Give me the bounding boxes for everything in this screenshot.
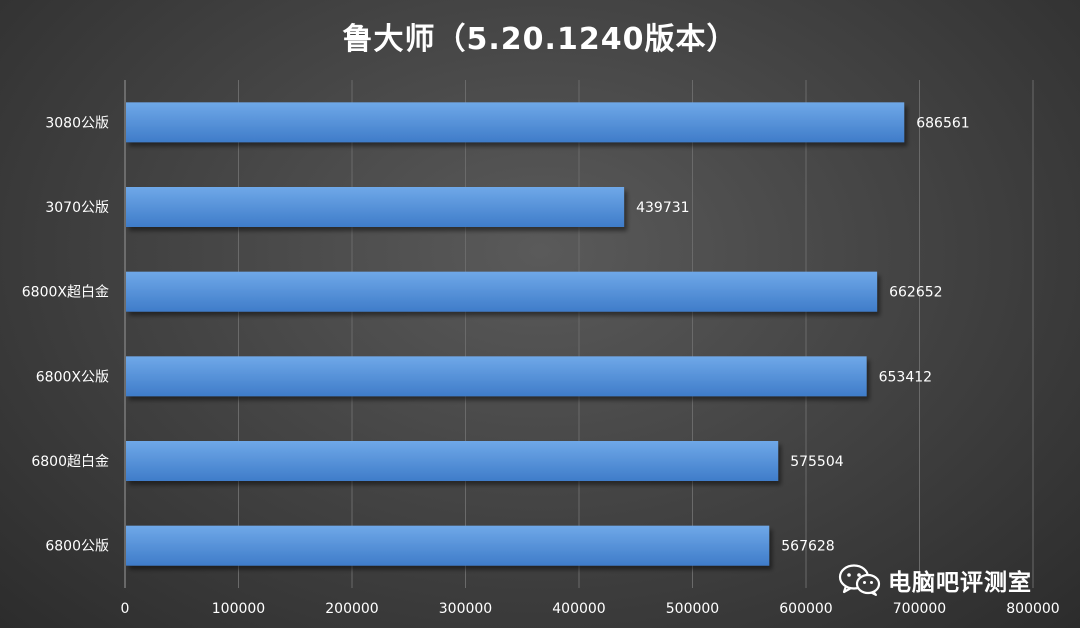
bar (126, 102, 905, 143)
data-label: 567628 (781, 539, 834, 555)
gridlines (238, 80, 1034, 588)
x-tick-label: 500000 (666, 601, 719, 617)
category-label: 6800超白金 (31, 454, 109, 470)
x-tick-label: 0 (121, 601, 130, 617)
x-tick-label: 600000 (779, 601, 832, 617)
category-label: 6800X公版 (36, 369, 109, 385)
x-tick-label: 100000 (212, 601, 265, 617)
data-label: 686561 (916, 115, 969, 131)
category-label: 3080公版 (45, 115, 109, 131)
bar (126, 441, 779, 481)
bar (126, 187, 625, 227)
axis: 0 100000 200000 300000 400000 500000 600000 700… (121, 80, 1060, 617)
watermark: 电脑吧评测室 (838, 562, 1032, 598)
chart-title: 鲁大师（5.20.1240版本） (342, 22, 738, 57)
x-tick-label: 800000 (1006, 601, 1059, 617)
category-label: 6800公版 (45, 539, 109, 555)
data-label: 439731 (636, 200, 689, 216)
bars (126, 102, 905, 566)
bar (126, 271, 878, 312)
data-label: 575504 (790, 454, 844, 470)
bar (126, 525, 770, 566)
bar (126, 356, 867, 397)
category-label: 3070公版 (45, 200, 109, 216)
category-label: 6800X超白金 (22, 285, 109, 301)
data-label: 653412 (879, 369, 932, 385)
x-tick-label: 300000 (439, 601, 492, 617)
x-tick-label: 400000 (552, 601, 605, 617)
data-label: 662652 (889, 285, 942, 301)
x-tick-label: 700000 (893, 601, 946, 617)
watermark-text: 电脑吧评测室 (888, 570, 1032, 596)
x-tick-label: 200000 (325, 601, 378, 617)
labels: 3080公版 686561 3070公版 439731 6800X超白金 662652 68… (22, 115, 970, 554)
wechat-icon (838, 564, 881, 596)
